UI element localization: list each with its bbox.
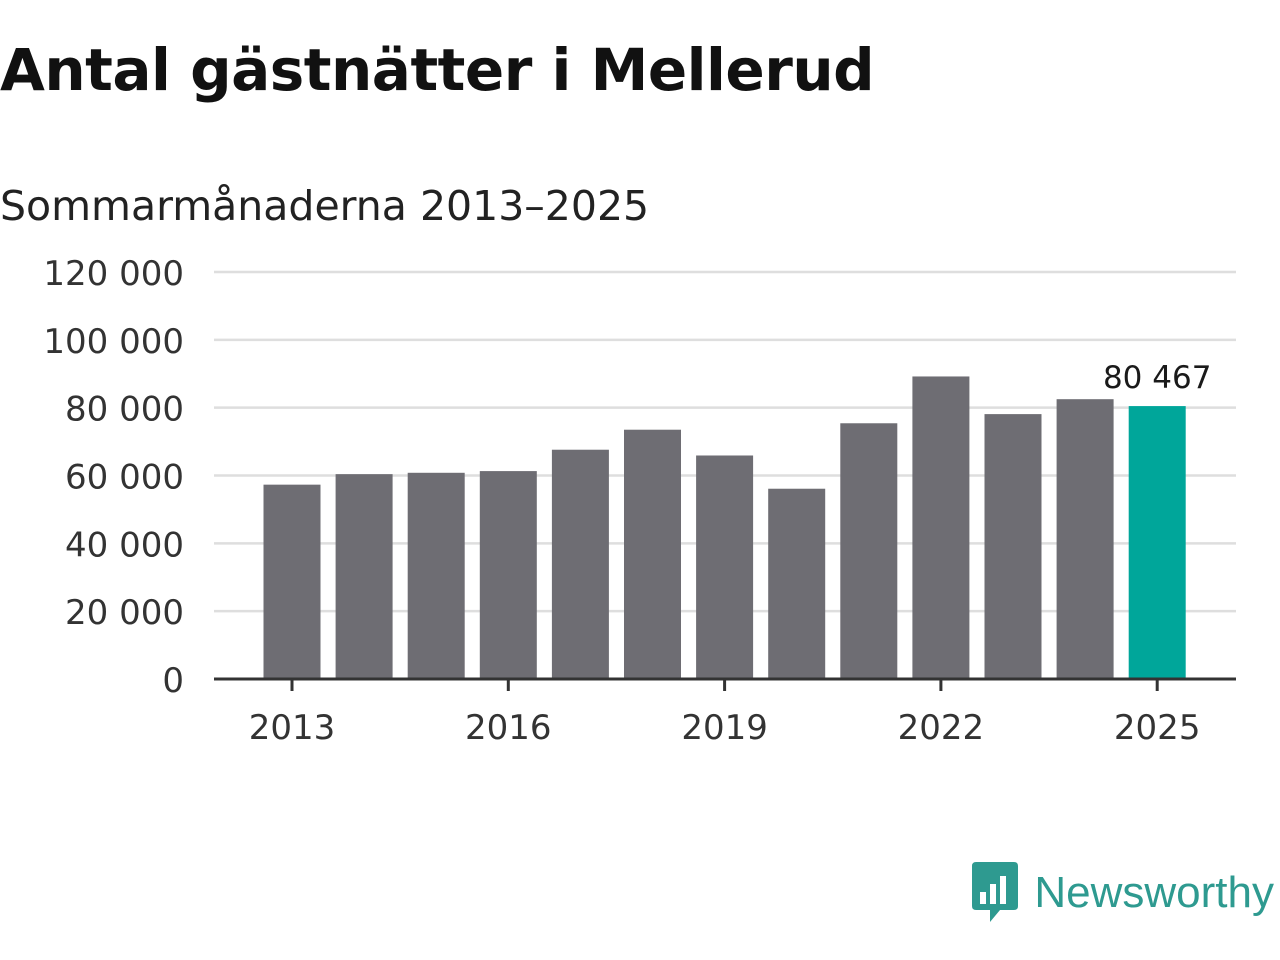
x-tick-label: 2025 xyxy=(1114,708,1201,748)
x-tick-label: 2016 xyxy=(465,708,552,748)
x-tick-label: 2022 xyxy=(898,708,985,748)
bar-2024 xyxy=(1056,399,1114,679)
bar-2019 xyxy=(696,455,754,679)
bar-2017 xyxy=(551,449,609,679)
y-tick-label: 100 000 xyxy=(43,322,184,362)
bar-2022 xyxy=(912,376,970,679)
y-tick-label: 40 000 xyxy=(65,525,184,565)
newsworthy-logo-icon xyxy=(972,862,1019,922)
y-tick-label: 80 000 xyxy=(65,390,184,430)
bar-2018 xyxy=(624,429,681,679)
y-tick-label: 60 000 xyxy=(65,458,184,498)
chart-subtitle: Sommarmånaderna 2013–2025 xyxy=(0,182,650,230)
bar-2015 xyxy=(407,472,465,679)
x-tick-label: 2013 xyxy=(249,708,336,748)
brand-logo: Newsworthy xyxy=(970,862,1274,924)
bar-2020 xyxy=(768,488,826,679)
x-tick-label: 2019 xyxy=(681,708,768,748)
y-tick-label: 0 xyxy=(162,661,184,701)
bar-2025 xyxy=(1128,406,1186,679)
bar-2013 xyxy=(263,484,321,679)
y-tick-label: 120 000 xyxy=(43,254,184,294)
bar-2014 xyxy=(335,474,393,679)
data-label: 80 467 xyxy=(1103,360,1211,396)
y-tick-label: 20 000 xyxy=(65,593,184,633)
bar-chart: 0 20 000 40 000 60 000 80 000 100 000 120 000 8… xyxy=(43,254,1236,748)
brand-name: Newsworthy xyxy=(1034,868,1274,917)
chart-title: Antal gästnätter i Mellerud xyxy=(0,36,875,104)
bar-2023 xyxy=(984,414,1042,679)
bar-2016 xyxy=(479,471,537,679)
bar-2021 xyxy=(840,423,898,679)
